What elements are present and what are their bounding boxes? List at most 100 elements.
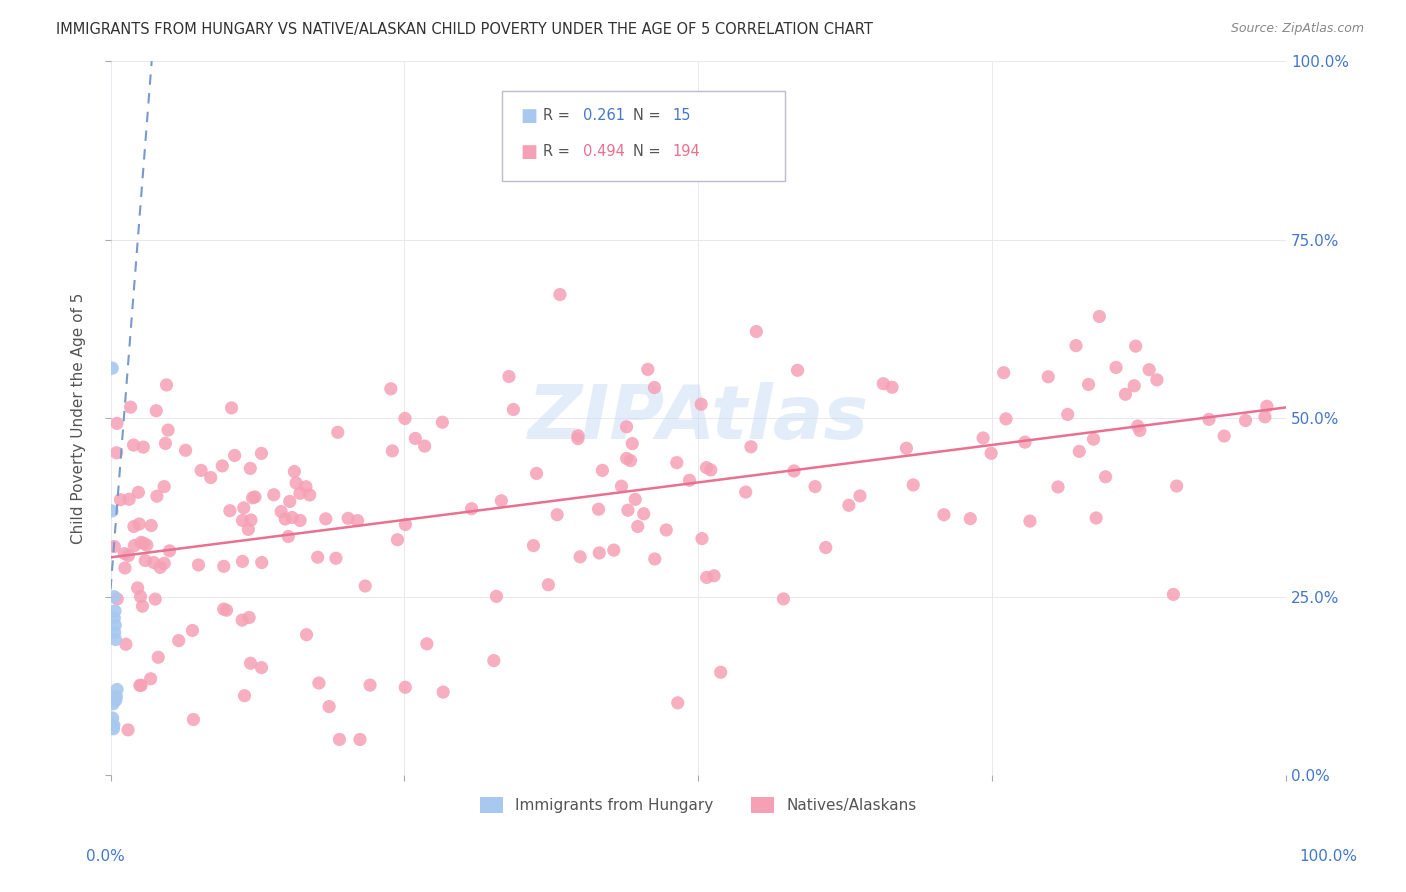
Point	[1094, 470, 1116, 484]
Point	[124, 539, 146, 553]
Point	[103, 540, 125, 554]
Text: 100.0%: 100.0%	[1299, 849, 1358, 863]
Point	[183, 713, 205, 727]
Point	[105, 417, 128, 431]
Point	[485, 590, 508, 604]
Point	[838, 498, 860, 512]
Point	[872, 376, 894, 391]
Point	[616, 451, 638, 466]
Point	[1056, 408, 1078, 422]
Point	[131, 599, 153, 614]
Point	[232, 500, 254, 515]
Point	[250, 556, 273, 570]
Point	[502, 402, 524, 417]
Point	[315, 512, 337, 526]
Point	[105, 682, 128, 697]
Point	[238, 610, 260, 624]
Point	[849, 489, 872, 503]
Point	[211, 458, 233, 473]
Point	[994, 412, 1017, 426]
Point	[117, 723, 139, 737]
Point	[115, 637, 138, 651]
Point	[666, 696, 689, 710]
Point	[103, 590, 125, 604]
Point	[101, 361, 124, 376]
Point	[932, 508, 955, 522]
Point	[1146, 373, 1168, 387]
Point	[263, 488, 285, 502]
Point	[239, 461, 262, 475]
Point	[239, 513, 262, 527]
Point	[695, 460, 717, 475]
Point	[959, 511, 981, 525]
Point	[591, 463, 613, 477]
Text: Source: ZipAtlas.com: Source: ZipAtlas.com	[1230, 22, 1364, 36]
Point	[546, 508, 568, 522]
Point	[678, 473, 700, 487]
Point	[616, 419, 638, 434]
Point	[101, 711, 124, 725]
Point	[745, 325, 768, 339]
Point	[1198, 412, 1220, 426]
Point	[814, 541, 837, 555]
Point	[239, 657, 262, 671]
Point	[104, 693, 127, 707]
Text: ■: ■	[520, 143, 537, 161]
Point	[114, 561, 136, 575]
Point	[1047, 480, 1070, 494]
Point	[783, 464, 806, 478]
Point	[288, 486, 311, 500]
Point	[308, 676, 330, 690]
Point	[665, 456, 688, 470]
Point	[132, 536, 155, 550]
Point	[120, 400, 142, 414]
Point	[690, 397, 713, 411]
Point	[380, 382, 402, 396]
Point	[250, 446, 273, 460]
Point	[122, 519, 145, 533]
Point	[896, 441, 918, 455]
Point	[627, 519, 650, 533]
Point	[114, 547, 136, 561]
Point	[993, 366, 1015, 380]
Point	[141, 518, 163, 533]
Point	[413, 439, 436, 453]
Point	[117, 549, 139, 563]
Point	[122, 438, 145, 452]
Point	[644, 552, 666, 566]
Point	[1085, 511, 1108, 525]
Point	[903, 478, 925, 492]
Point	[101, 697, 124, 711]
Point	[394, 680, 416, 694]
Point	[1213, 429, 1236, 443]
Point	[215, 603, 238, 617]
Point	[394, 411, 416, 425]
Point	[118, 492, 141, 507]
Text: 0.0%: 0.0%	[86, 849, 125, 863]
Point	[221, 401, 243, 415]
Point	[786, 363, 808, 377]
Point	[153, 556, 176, 570]
Point	[104, 632, 127, 647]
Point	[1123, 378, 1146, 392]
Text: 194: 194	[672, 145, 700, 159]
Point	[101, 504, 124, 518]
Point	[105, 446, 128, 460]
Text: ZIPAtlas: ZIPAtlas	[527, 382, 869, 455]
Point	[288, 513, 311, 527]
Point	[1069, 444, 1091, 458]
Point	[128, 516, 150, 531]
Point	[619, 453, 641, 467]
Point	[277, 529, 299, 543]
Point	[326, 425, 349, 440]
Point	[155, 436, 177, 450]
Text: IMMIGRANTS FROM HUNGARY VS NATIVE/ALASKAN CHILD POVERTY UNDER THE AGE OF 5 CORRE: IMMIGRANTS FROM HUNGARY VS NATIVE/ALASKA…	[56, 22, 873, 37]
Text: 0.261: 0.261	[583, 109, 626, 123]
Point	[1114, 387, 1136, 401]
Point	[643, 380, 665, 394]
Point	[167, 633, 190, 648]
Point	[1125, 339, 1147, 353]
Point	[231, 613, 253, 627]
Y-axis label: Child Poverty Under the Age of 5: Child Poverty Under the Age of 5	[72, 293, 86, 544]
Point	[328, 732, 350, 747]
